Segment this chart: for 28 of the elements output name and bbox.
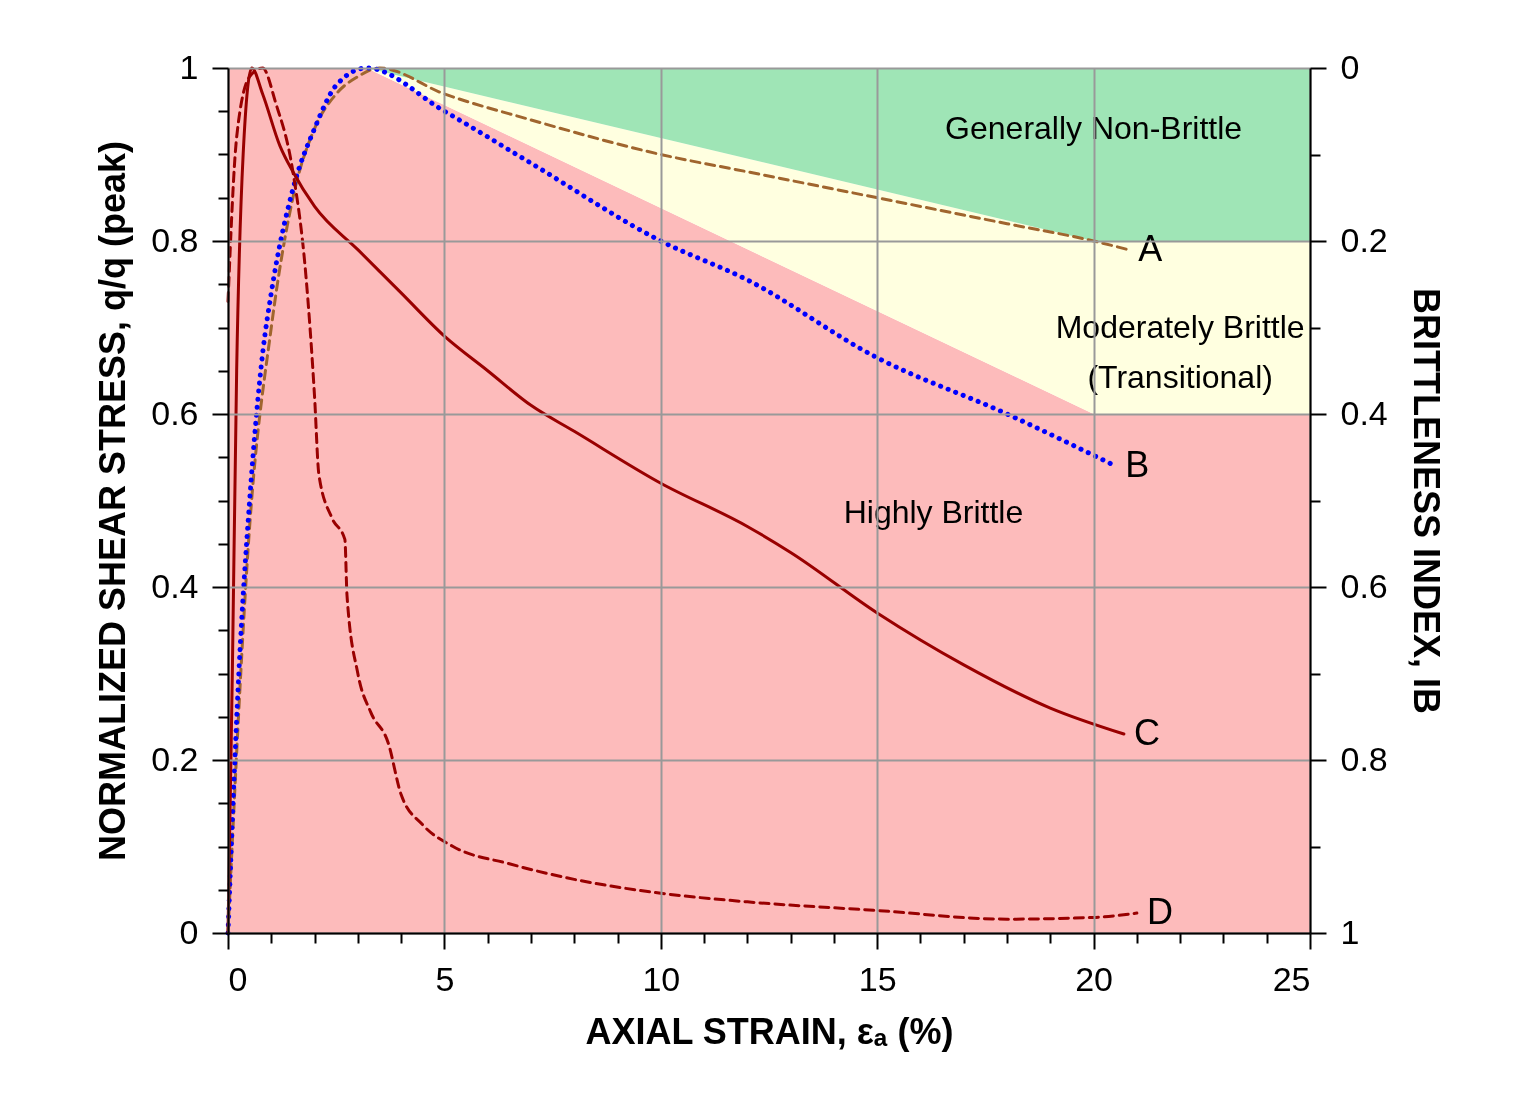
y2-tick-label: 0.6 (1340, 566, 1388, 605)
y-tick-label: 0.4 (151, 566, 199, 605)
y-tick-label: 1 (179, 47, 199, 86)
y2-axis-title: BRITTLENESS INDEX, IB (1405, 287, 1447, 715)
x-tick-label: 20 (1075, 959, 1114, 998)
series-label: D (1146, 891, 1173, 933)
y-tick-label: 0.8 (151, 220, 199, 259)
x-axis-title: AXIAL STRAIN, εₐ (%) (585, 1010, 954, 1052)
series-label: Moderately Brittle (Transitional) (1055, 308, 1305, 395)
y2-tick-label: 1 (1340, 912, 1360, 951)
y2-tick-label: 0.2 (1340, 220, 1388, 259)
x-tick-label: 5 (435, 959, 455, 998)
x-tick-label: 10 (642, 959, 681, 998)
series-label: Highly Brittle (843, 494, 1024, 531)
y-tick-label: 0.6 (151, 393, 199, 432)
y-tick-label: 0.2 (151, 739, 199, 778)
x-tick-label: 15 (858, 959, 897, 998)
y2-tick-label: 0 (1340, 47, 1360, 86)
series-label: B (1125, 443, 1150, 485)
y-axis-title: NORMALIZED SHEAR STRESS, q/q (peak) (92, 140, 134, 862)
series-label: Generally Non-Brittle (945, 109, 1243, 146)
x-tick-label: 25 (1272, 959, 1311, 998)
series-label: C (1133, 712, 1160, 754)
y2-tick-label: 0.8 (1340, 739, 1388, 778)
series-label: A (1138, 227, 1163, 269)
y2-tick-label: 0.4 (1340, 393, 1388, 432)
x-tick-label: 0 (228, 959, 248, 998)
y-tick-label: 0 (179, 912, 199, 951)
